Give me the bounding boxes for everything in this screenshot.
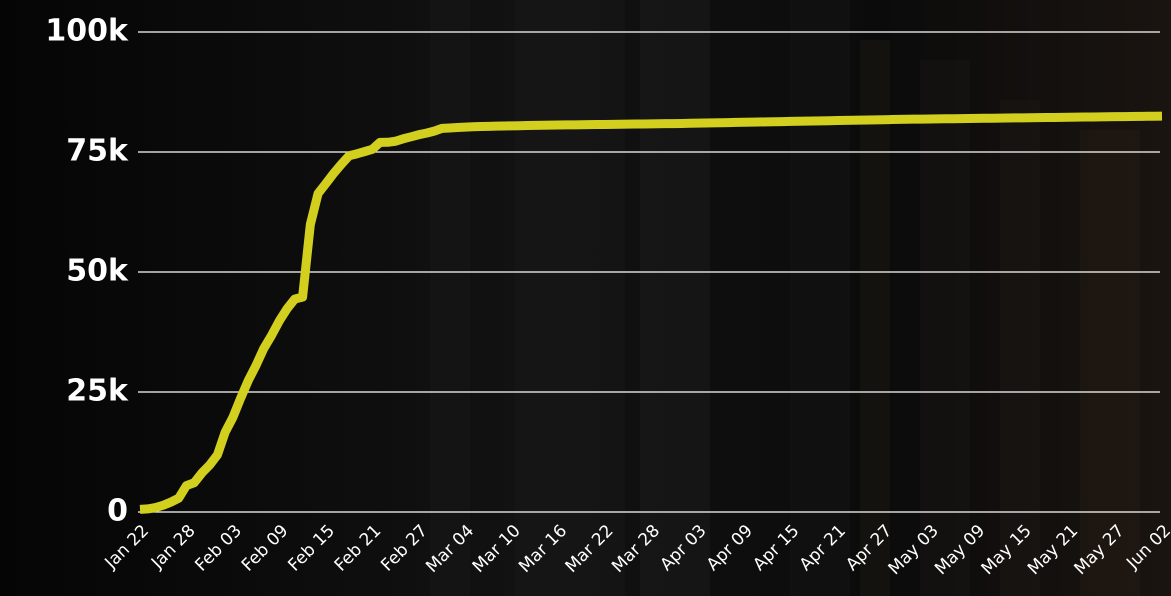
- y-tick-label: 0: [107, 494, 128, 529]
- line-series: [139, 111, 1163, 514]
- background-racks: [430, 0, 1140, 596]
- y-tick-label: 25k: [66, 374, 129, 409]
- y-tick-label: 100k: [45, 14, 129, 49]
- y-tick-label: 50k: [66, 254, 129, 289]
- y-tick-label: 75k: [66, 134, 129, 169]
